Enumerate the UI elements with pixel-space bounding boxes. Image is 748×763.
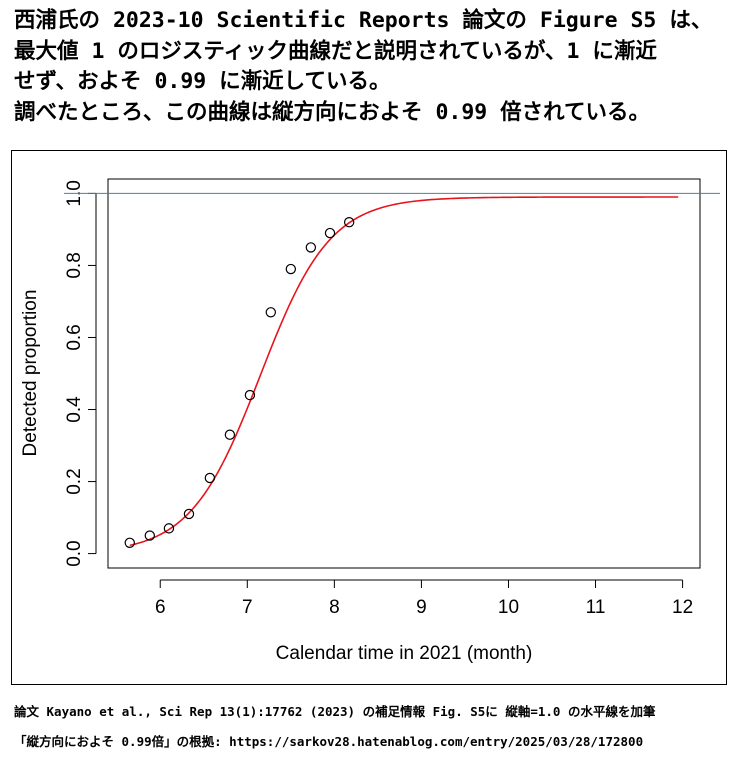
figure-frame: 6 7 8 9 10 11 12 0.0 0.2 0.4 0.6 0.8 1.0 Calendar t… <box>11 150 727 685</box>
x-tick-label: 8 <box>329 597 340 618</box>
x-tick-label: 6 <box>155 597 166 618</box>
x-tick-label: 7 <box>242 597 253 618</box>
data-point <box>285 263 297 275</box>
heading: 西浦氏の 2023-10 Scientific Reports 論文の Figu… <box>14 6 739 128</box>
data-point <box>183 508 195 520</box>
footer-basis: 「縦方向におよそ 0.99倍」の根拠: https://sarkov28.hat… <box>14 734 644 749</box>
data-point <box>224 429 236 440</box>
data-point <box>204 472 216 484</box>
y-tick-label: 0.6 <box>64 324 85 350</box>
y-tick-label: 0.4 <box>64 396 85 423</box>
data-point <box>244 389 256 401</box>
data-point <box>144 530 155 541</box>
y-tick-label: 0.2 <box>64 468 85 494</box>
fitted-logistic-curve <box>129 196 679 547</box>
y-axis-title: Detected proportion <box>20 290 41 457</box>
data-point <box>163 523 175 534</box>
x-axis: 6 7 8 9 10 11 12 <box>155 579 693 618</box>
footer-source: 論文 Kayano et al., Sci Rep 13(1):17762 (2… <box>14 704 656 719</box>
x-tick-label: 12 <box>672 597 693 618</box>
x-tick-label: 10 <box>498 597 519 618</box>
heading-line-4: 調べたところ、この曲線は縦方向におよそ 0.99 倍されている。 <box>14 99 651 125</box>
data-point <box>124 537 135 548</box>
heading-line-2: 最大値 1 のロジスティック曲線だと説明されているが、1 に漸近 <box>14 38 657 64</box>
data-points <box>124 217 355 548</box>
plot-area <box>107 178 701 569</box>
x-tick-label: 11 <box>586 597 606 618</box>
y-tick-label: 0.8 <box>64 252 85 278</box>
logistic-chart: 6 7 8 9 10 11 12 0.00.20.40.60.81.0 Calendar t… <box>20 178 720 664</box>
data-point <box>305 242 317 253</box>
y-tick-label: 0.0 <box>64 540 85 566</box>
heading-line-3: せず、およそ 0.99 に漸近している。 <box>14 69 391 94</box>
y-axis: 0.00.20.40.60.81.0 <box>64 180 97 567</box>
x-tick-label: 9 <box>416 597 427 618</box>
data-point <box>343 217 355 228</box>
data-point <box>324 227 336 239</box>
x-axis-title: Calendar time in 2021 (month) <box>276 643 533 664</box>
data-point <box>265 307 276 318</box>
heading-line-1: 西浦氏の 2023-10 Scientific Reports 論文の Figu… <box>14 8 713 33</box>
